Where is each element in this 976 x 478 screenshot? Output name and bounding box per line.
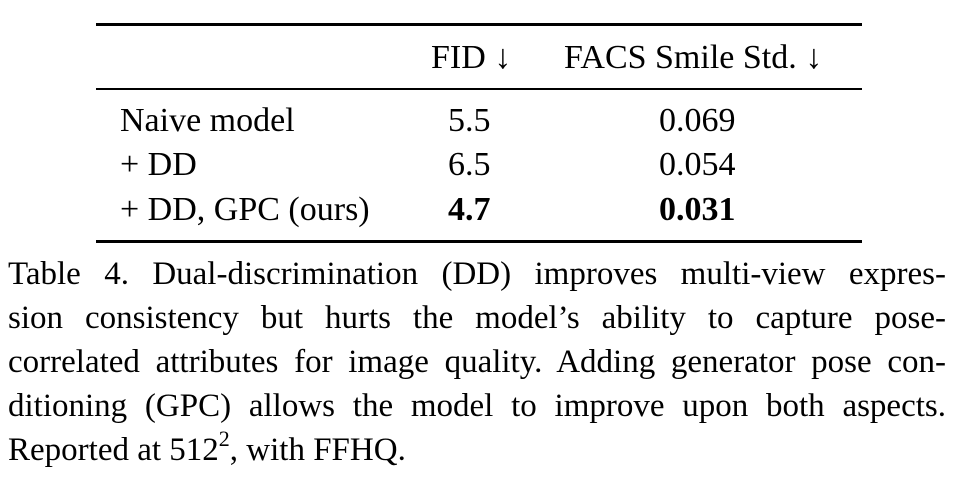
table-top-rule <box>96 23 862 26</box>
row-facs: 0.069 <box>659 102 736 139</box>
caption-line: ditioning (GPC) allows the model to impr… <box>8 388 946 424</box>
row-method: Naive model <box>120 102 295 139</box>
row-method: + DD, GPC (ours) <box>120 191 370 228</box>
caption-math-exponent: 2 <box>218 426 230 451</box>
header-fid: FID ↓ <box>431 39 512 76</box>
caption-line: sion consistency but hurts the model’s a… <box>8 300 946 336</box>
table-header-rule <box>96 88 862 90</box>
row-fid-best: 4.7 <box>448 191 491 228</box>
caption-suffix: , with FFHQ. <box>229 432 406 468</box>
header-facs-smile-std: FACS Smile Std. ↓ <box>564 39 823 76</box>
caption-line: Table 4. Dual-discrimination (DD) improv… <box>8 256 946 292</box>
caption-last-line: Reported at 5122, with FFHQ. <box>8 428 946 472</box>
table-caption: Table 4. Dual-discrimination (DD) improv… <box>8 252 946 472</box>
table-bottom-rule <box>96 240 862 243</box>
row-fid: 5.5 <box>448 102 491 139</box>
row-method: + DD <box>120 146 197 183</box>
row-facs-best: 0.031 <box>659 191 736 228</box>
caption-math-base: 512 <box>169 432 219 468</box>
caption-prefix: Reported at <box>8 432 170 468</box>
caption-line: correlated attributes for image quality.… <box>8 344 946 380</box>
row-facs: 0.054 <box>659 146 736 183</box>
row-fid: 6.5 <box>448 146 491 183</box>
